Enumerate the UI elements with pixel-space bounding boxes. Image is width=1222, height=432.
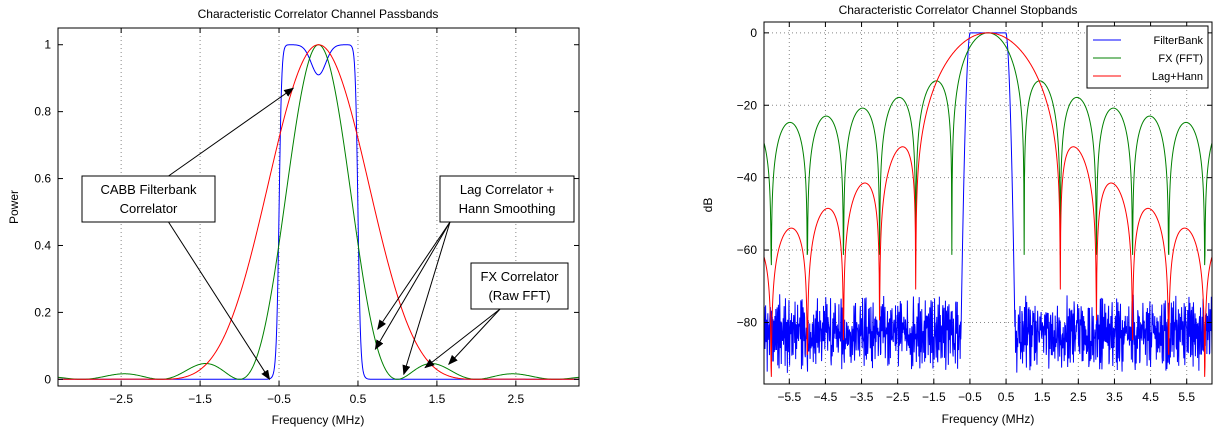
annotation-text: FX Correlator bbox=[480, 269, 559, 284]
legend: FilterBank FX (FFT) Lag+Hann bbox=[1086, 25, 1209, 89]
passband-annotations: CABB Filterbank Correlator Lag Correlator … bbox=[81, 87, 575, 381]
y-tick-label: 0.4 bbox=[34, 238, 51, 252]
x-tick-label: −1.5 bbox=[922, 390, 946, 404]
annotation-rect bbox=[81, 175, 216, 223]
legend-label: Lag+Hann bbox=[1152, 71, 1203, 83]
passband-x-label: Frequency (MHz) bbox=[272, 413, 365, 427]
annotation-text: Lag Correlator + bbox=[460, 182, 554, 197]
passband-chart-title: Characteristic Correlator Channel Passba… bbox=[198, 7, 439, 21]
passband-y-label: Power bbox=[7, 190, 21, 224]
annotation-arrow bbox=[377, 221, 451, 330]
x-tick-label: −3.5 bbox=[850, 390, 874, 404]
series-line-hann bbox=[58, 44, 579, 380]
stopband-chart-title: Characteristic Correlator Channel Stopba… bbox=[839, 3, 1078, 17]
annotation-rect bbox=[439, 175, 575, 223]
y-tick-label: −60 bbox=[737, 243, 758, 257]
x-tick-label: 0.5 bbox=[998, 390, 1015, 404]
annotation-text: (Raw FFT) bbox=[488, 288, 550, 303]
annotation-text: Correlator bbox=[120, 201, 178, 216]
x-tick-label: −0.5 bbox=[267, 392, 291, 406]
stopband-ticks: −5.5 −4.5 −3.5 −2.5 −1.5 −0.5 0.5 1.5 2.5 3.5 4.5 5… bbox=[737, 22, 1212, 404]
annotation-box-1: CABB Filterbank Correlator bbox=[81, 175, 216, 223]
x-tick-label: 1.5 bbox=[429, 392, 446, 406]
series-line-hann bbox=[764, 32, 1212, 377]
y-tick-label: 0.8 bbox=[34, 105, 51, 119]
x-tick-label: −1.5 bbox=[188, 392, 212, 406]
x-tick-label: −2.5 bbox=[886, 390, 910, 404]
annotation-arrow bbox=[402, 221, 451, 376]
x-tick-label: −4.5 bbox=[814, 390, 838, 404]
x-tick-label: 1.5 bbox=[1034, 390, 1051, 404]
annotation-box-2: Lag Correlator + Hann Smoothing bbox=[439, 175, 575, 223]
stopband-y-label: dB bbox=[701, 198, 715, 213]
y-tick-label: 1 bbox=[44, 38, 51, 52]
passband-ticks: −2.5 −1.5 −0.5 0.5 1.5 2.5 0 0.2 0.4 0.6 0.8 1 bbox=[34, 28, 579, 406]
annotation-arrow bbox=[374, 221, 451, 351]
x-tick-label: 3.5 bbox=[1106, 390, 1123, 404]
y-tick-label: 0 bbox=[750, 26, 757, 40]
x-tick-label: 4.5 bbox=[1142, 390, 1159, 404]
annotation-arrow bbox=[168, 221, 271, 381]
y-tick-label: 0.6 bbox=[34, 172, 51, 186]
x-tick-label: 2.5 bbox=[1070, 390, 1087, 404]
annotation-text: Hann Smoothing bbox=[459, 201, 556, 216]
annotation-arrow bbox=[168, 87, 295, 177]
x-tick-label: −0.5 bbox=[958, 390, 982, 404]
annotation-box-3: FX Correlator (Raw FFT) bbox=[470, 262, 569, 310]
passband-chart: Characteristic Correlator Channel Passba… bbox=[7, 7, 580, 427]
y-tick-label: 0 bbox=[44, 372, 51, 386]
annotation-rect bbox=[470, 262, 569, 310]
annotation-arrow bbox=[424, 308, 501, 369]
x-tick-label: 2.5 bbox=[508, 392, 525, 406]
y-tick-label: 0.2 bbox=[34, 305, 51, 319]
stopband-series bbox=[764, 32, 1212, 377]
y-tick-label: −20 bbox=[737, 98, 758, 112]
annotation-text: CABB Filterbank bbox=[100, 182, 197, 197]
x-tick-label: −5.5 bbox=[777, 390, 801, 404]
stopband-axes-box bbox=[763, 21, 1213, 385]
x-tick-label: 5.5 bbox=[1178, 390, 1195, 404]
y-tick-label: −80 bbox=[737, 315, 758, 329]
x-tick-label: 0.5 bbox=[350, 392, 367, 406]
legend-label: FX (FFT) bbox=[1158, 53, 1203, 65]
annotation-arrow bbox=[448, 308, 501, 365]
stopband-chart: Characteristic Correlator Channel Stopba… bbox=[701, 3, 1213, 426]
stopband-x-label: Frequency (MHz) bbox=[942, 412, 1035, 426]
passband-series bbox=[58, 44, 579, 380]
x-tick-label: −2.5 bbox=[109, 392, 133, 406]
passband-axes-box bbox=[57, 27, 580, 387]
legend-box bbox=[1086, 25, 1209, 89]
legend-label: FilterBank bbox=[1153, 35, 1203, 47]
y-tick-label: −40 bbox=[737, 171, 758, 185]
